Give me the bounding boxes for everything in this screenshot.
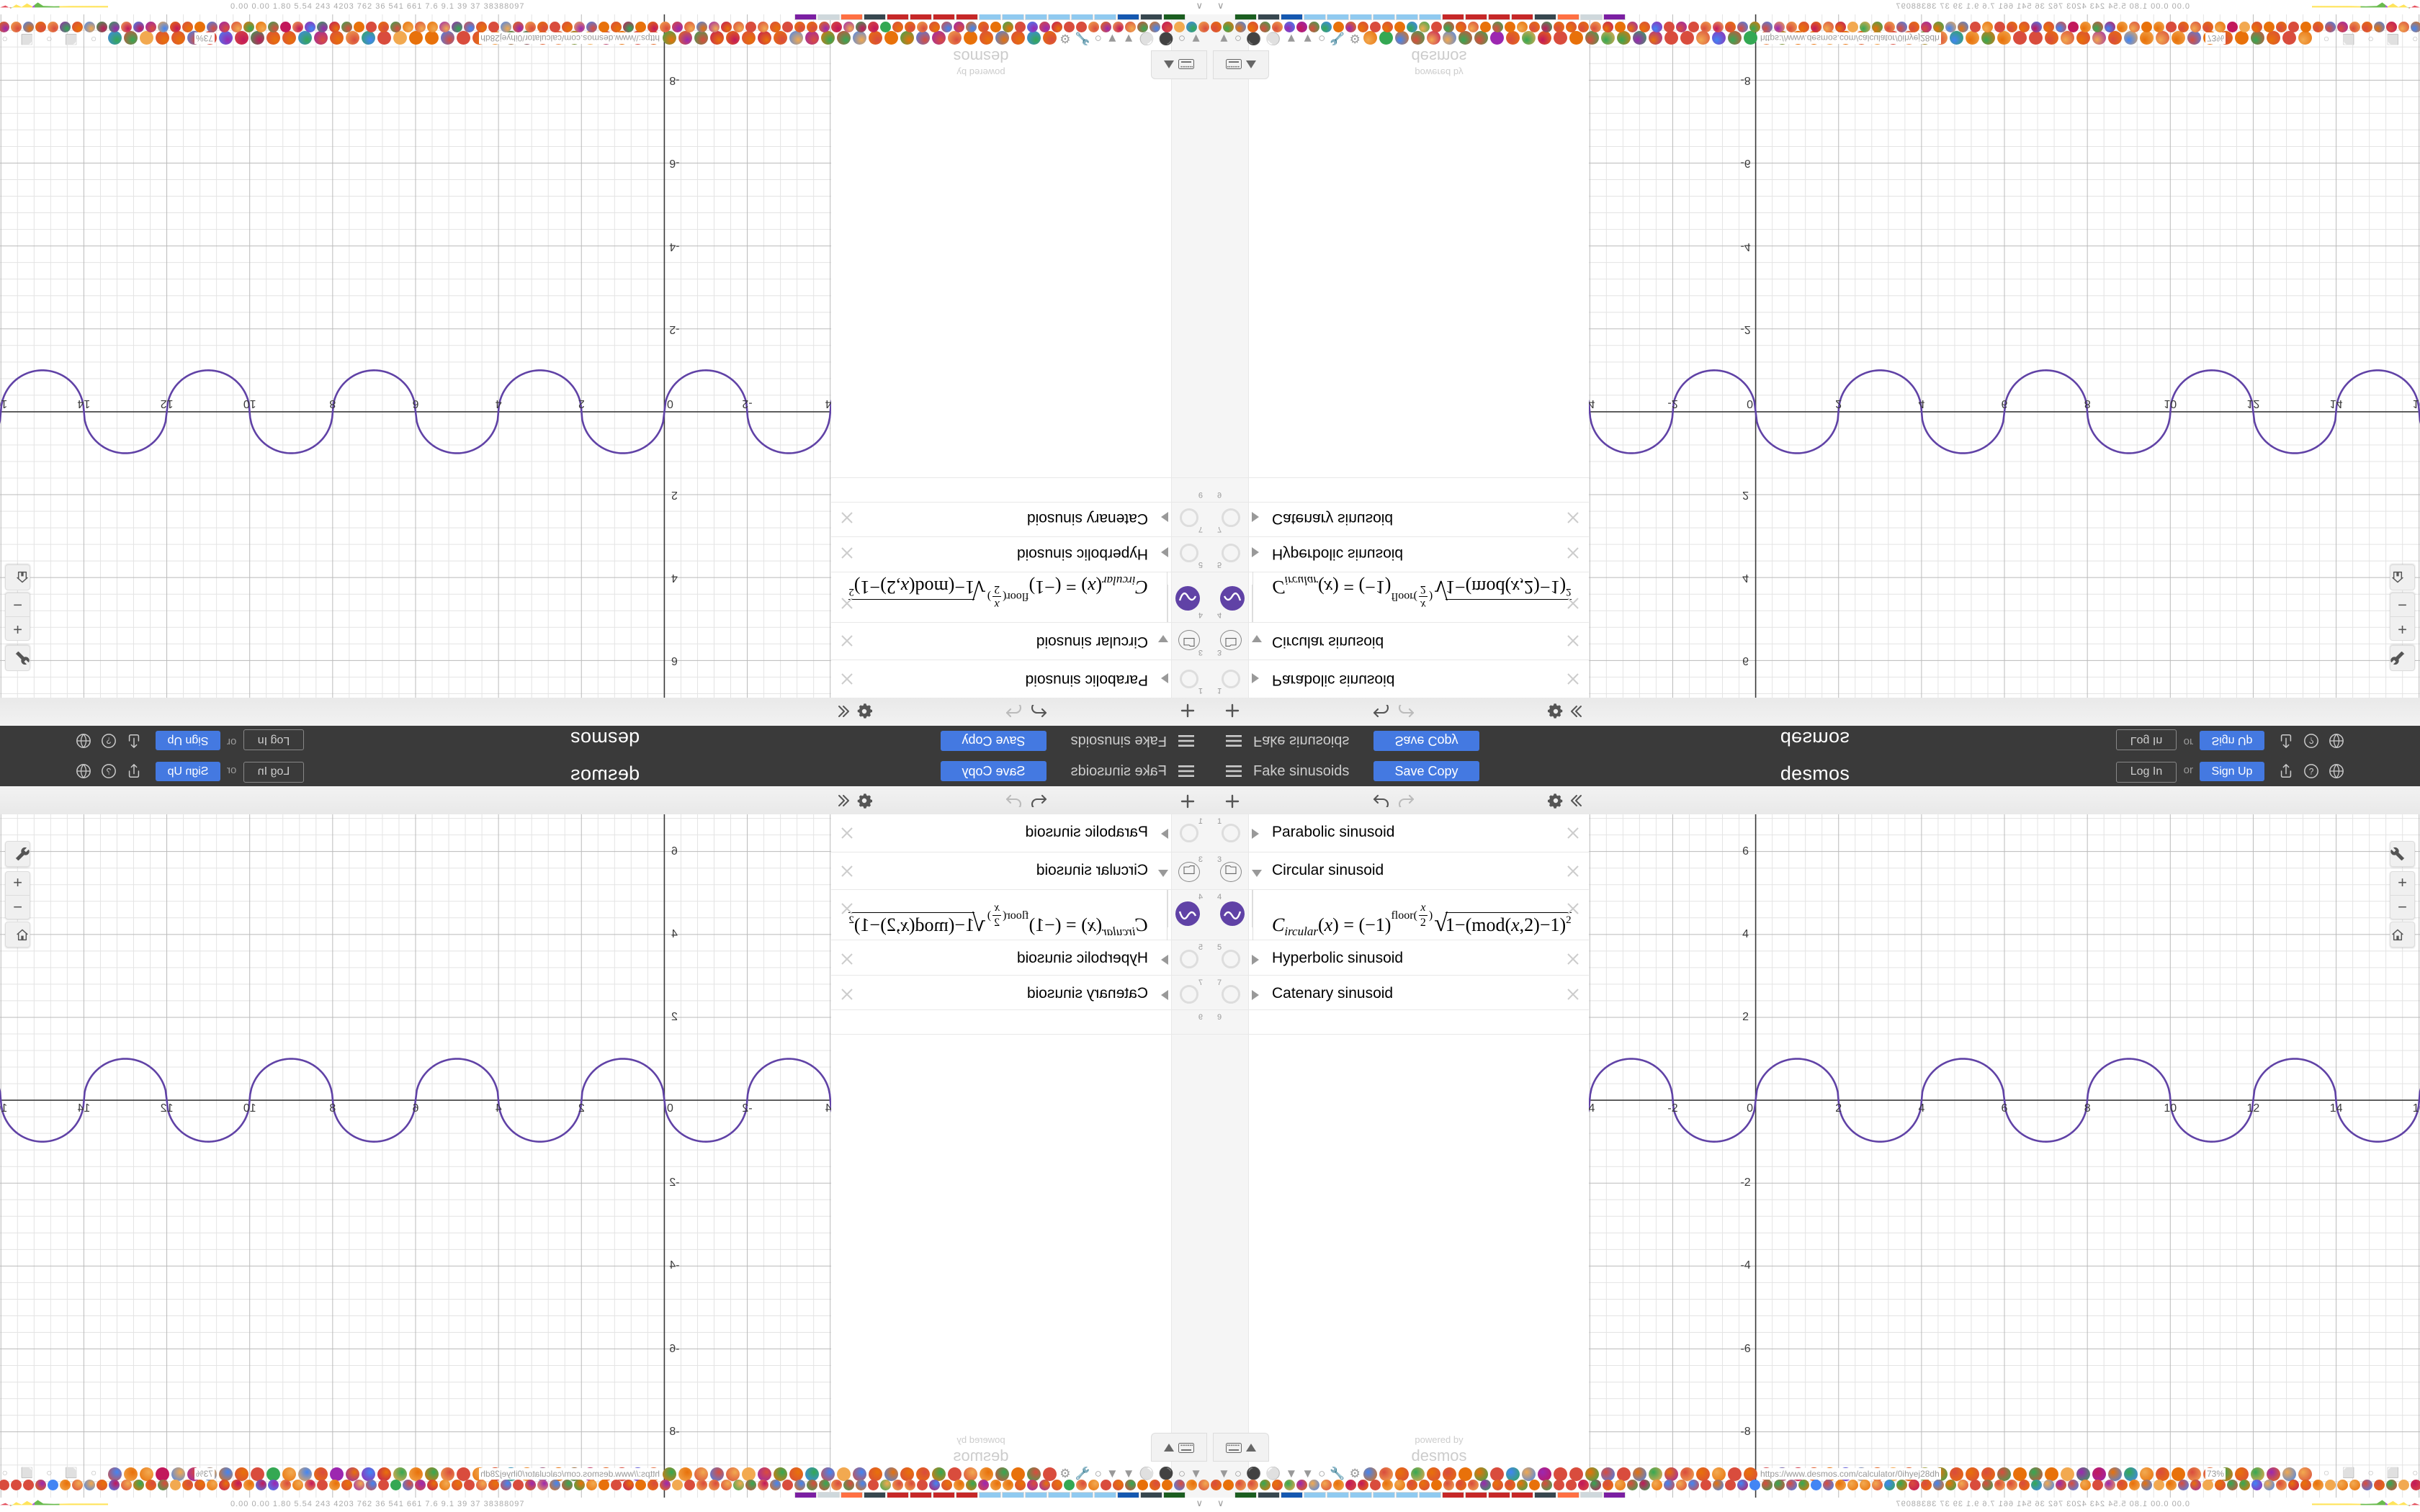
svg-text:?: ? bbox=[106, 767, 111, 777]
svg-text:?: ? bbox=[2309, 735, 2314, 745]
svg-text:?: ? bbox=[106, 735, 111, 745]
svg-text:?: ? bbox=[2309, 767, 2314, 777]
